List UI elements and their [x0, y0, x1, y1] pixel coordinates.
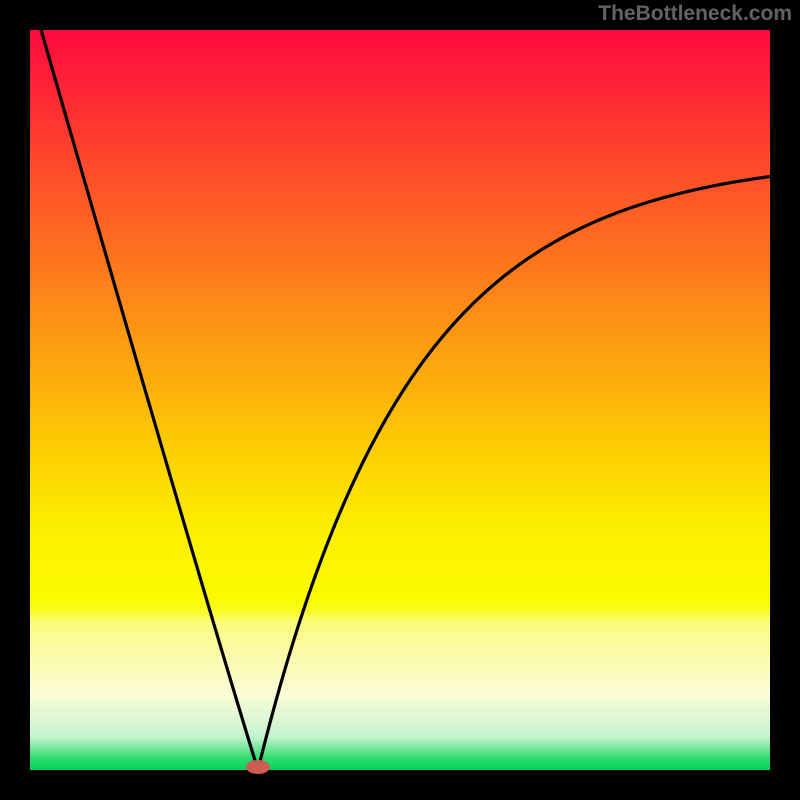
chart-svg — [0, 0, 800, 800]
vertex-marker — [246, 760, 270, 774]
bottleneck-chart: TheBottleneck.com — [0, 0, 800, 800]
watermark-label: TheBottleneck.com — [598, 2, 792, 26]
